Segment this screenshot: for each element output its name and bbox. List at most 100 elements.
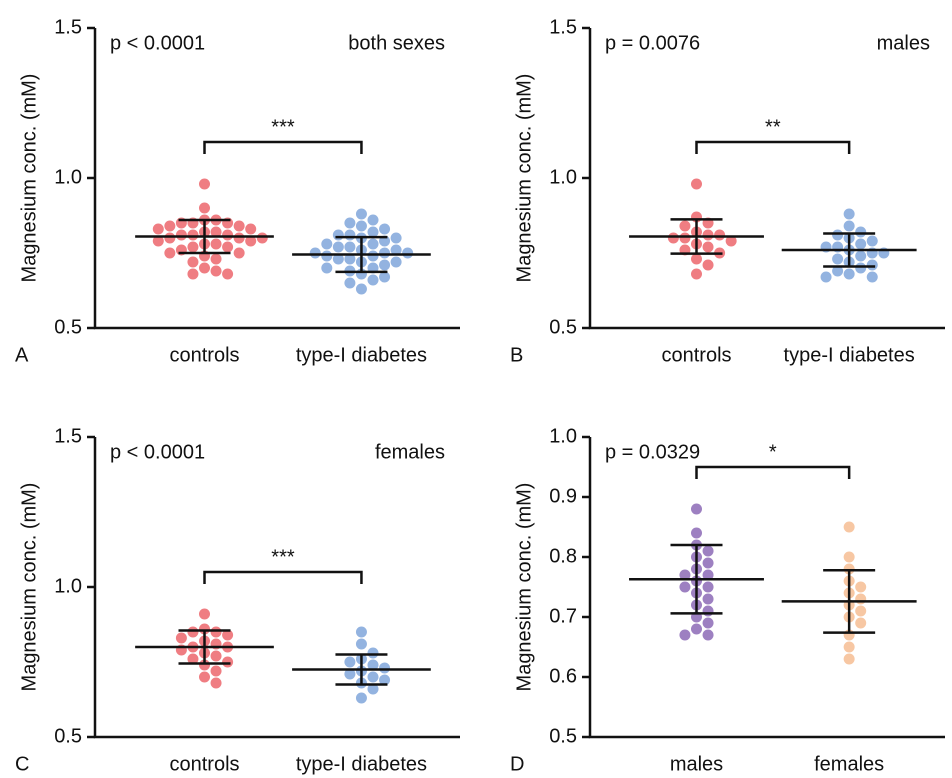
significance-stars: *** xyxy=(271,116,295,138)
panel-letter: D xyxy=(510,753,524,775)
data-point xyxy=(152,235,164,247)
data-point xyxy=(210,238,222,250)
p-value: p = 0.0329 xyxy=(605,441,700,463)
axis xyxy=(93,437,460,739)
data-point xyxy=(199,608,210,620)
data-point xyxy=(702,605,714,617)
data-point xyxy=(702,629,714,641)
data-point xyxy=(855,593,867,605)
data-point xyxy=(379,271,391,283)
data-point xyxy=(210,665,222,677)
data-point xyxy=(843,268,855,280)
axis xyxy=(93,28,460,330)
data-point xyxy=(866,235,878,247)
data-point xyxy=(187,626,199,638)
y-tick-label: 0.5 xyxy=(54,725,82,747)
data-point xyxy=(210,226,222,238)
x-tick-label: controls xyxy=(661,344,731,366)
data-point xyxy=(355,638,367,650)
significance-bracket xyxy=(695,140,851,154)
data-point xyxy=(210,677,222,689)
data-point xyxy=(832,229,844,241)
data-point xyxy=(855,605,867,617)
y-tick-label: 1.0 xyxy=(54,575,82,597)
data-point xyxy=(187,229,199,241)
data-point xyxy=(691,178,702,190)
data-point xyxy=(332,253,344,265)
data-point xyxy=(379,674,391,686)
data-point xyxy=(390,256,402,268)
subgroup: females xyxy=(375,441,445,463)
y-tick-label: 1.5 xyxy=(54,16,82,38)
data-point xyxy=(702,593,714,605)
data-point xyxy=(233,247,245,259)
data-point xyxy=(321,250,333,262)
data-point xyxy=(344,217,356,229)
data-point xyxy=(702,241,714,253)
data-point xyxy=(843,641,855,653)
data-point xyxy=(355,692,367,704)
data-point xyxy=(402,247,414,259)
data-point xyxy=(256,232,268,244)
data-point xyxy=(355,220,367,232)
y-axis-label: Magnesium conc. (mM) xyxy=(513,483,535,692)
significance-bracket xyxy=(695,465,851,479)
y-tick-label: 0.5 xyxy=(549,725,577,747)
data-point xyxy=(199,262,210,274)
data-point xyxy=(702,557,714,569)
data-point xyxy=(367,274,379,286)
data-point xyxy=(187,268,199,280)
data-point xyxy=(344,656,356,668)
y-tick-label: 0.5 xyxy=(54,316,82,338)
y-tick-label: 0.6 xyxy=(549,665,577,687)
p-value: p < 0.0001 xyxy=(110,32,205,54)
y-tick-label: 1.5 xyxy=(549,16,577,38)
subgroup: both sexes xyxy=(348,32,445,54)
data-point xyxy=(222,656,234,668)
data-point xyxy=(332,241,344,253)
data-point xyxy=(702,581,714,593)
data-point xyxy=(321,238,333,250)
data-point xyxy=(187,241,199,253)
data-point xyxy=(702,569,714,581)
data-point xyxy=(855,226,867,238)
y-tick-label: 1.0 xyxy=(54,166,82,188)
axis xyxy=(588,437,945,739)
y-axis-label: Magnesium conc. (mM) xyxy=(18,483,40,692)
data-point xyxy=(679,220,691,232)
data-point xyxy=(702,545,714,557)
y-tick-label: 0.8 xyxy=(549,545,577,567)
data-point xyxy=(679,629,691,641)
data-point xyxy=(832,253,844,265)
data-point xyxy=(187,256,199,268)
data-point xyxy=(187,653,199,665)
data-point xyxy=(367,671,379,683)
data-point xyxy=(379,259,391,271)
significance-stars: *** xyxy=(271,546,295,568)
data-point xyxy=(679,569,691,581)
data-point xyxy=(367,238,379,250)
y-tick-label: 1.0 xyxy=(549,425,577,447)
data-point xyxy=(379,223,391,235)
data-point xyxy=(309,247,321,259)
data-point xyxy=(367,214,379,226)
significance-stars: * xyxy=(769,441,777,463)
data-point xyxy=(233,220,245,232)
subgroup: males xyxy=(877,32,930,54)
data-point xyxy=(367,683,379,695)
x-tick-label: males xyxy=(670,753,723,775)
p-value: p = 0.0076 xyxy=(605,32,700,54)
data-point xyxy=(152,223,164,235)
x-tick-label: females xyxy=(814,753,884,775)
data-point xyxy=(855,262,867,274)
x-tick-label: controls xyxy=(169,753,239,775)
data-point xyxy=(855,581,867,593)
data-point xyxy=(175,229,187,241)
panel-letter: C xyxy=(15,753,29,775)
data-point xyxy=(714,229,726,241)
data-point xyxy=(367,659,379,671)
data-point xyxy=(691,503,702,515)
data-point xyxy=(379,662,391,674)
data-point xyxy=(233,232,245,244)
data-point xyxy=(855,617,867,629)
